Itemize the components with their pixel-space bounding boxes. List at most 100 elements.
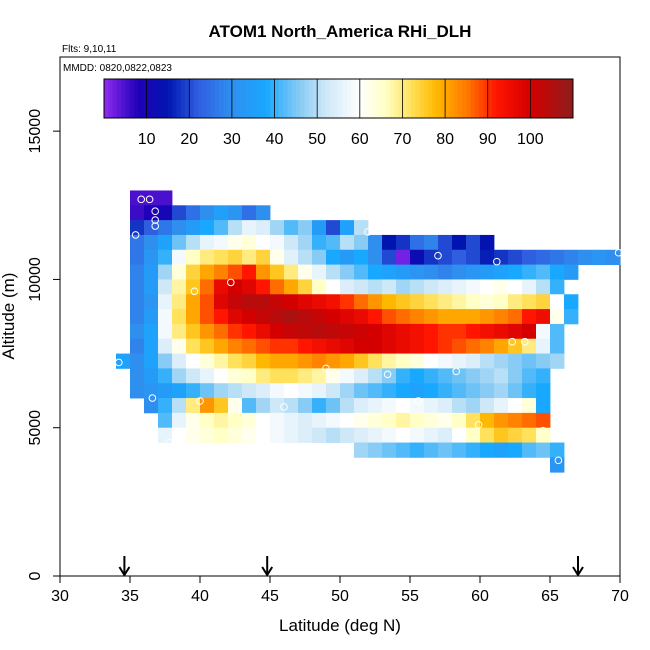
colorbar-swatch [483,79,489,118]
colorbar-swatch [112,79,118,118]
heatmap-cell [214,353,229,369]
flight-point [196,397,204,405]
heatmap-cell [536,264,551,280]
heatmap-cell [186,264,201,280]
heatmap-cell [200,383,215,399]
heatmap-cell [270,398,285,414]
heatmap-cell [410,383,425,399]
heatmap-cell [354,383,369,399]
colorbar-swatch [538,79,544,118]
heatmap-cell [256,294,271,310]
heatmap-cell [158,412,173,429]
heatmap-cell [130,368,145,384]
heatmap-cell [382,234,397,251]
heatmap-cell [480,338,495,354]
heatmap-cell [326,412,341,429]
heatmap-cell [424,264,439,280]
heatmap-cell [172,249,187,265]
heatmap-cell [200,353,215,369]
heatmap-cell [494,294,509,310]
heatmap-cell [452,234,467,251]
colorbar-swatch [342,79,348,118]
heatmap [116,190,621,473]
colorbar-swatch [334,79,339,118]
heatmap-cell [284,353,299,369]
heatmap-cell [340,338,355,354]
heatmap-cell [130,309,145,325]
heatmap-cell [396,338,411,354]
heatmap-cell [256,427,271,443]
colorbar-swatch [440,79,446,118]
x-axis: 30 35 40 45 50 55 60 65 70 [51,576,629,605]
heatmap-cell [480,383,495,399]
colorbar-swatch [244,79,250,118]
heatmap-cell [410,353,425,369]
heatmap-cell [200,234,215,251]
heatmap-cell [284,368,299,384]
heatmap-cell [494,338,509,354]
heatmap-cell [466,279,481,295]
heatmap-cell [424,323,439,340]
heatmap-cell [326,398,341,414]
heatmap-cell [200,398,215,414]
heatmap-cell [466,353,481,369]
heatmap-cell [312,323,327,340]
heatmap-cell [438,398,453,414]
heatmap-cell [200,279,215,295]
heatmap-cell [200,338,215,354]
heatmap-cell [340,234,355,251]
flight-point [190,287,199,296]
heatmap-cell [172,427,187,443]
heatmap-cell [200,427,215,443]
heatmap-cell [270,427,285,443]
heatmap-cell [228,412,243,429]
colorbar-swatch [406,79,412,118]
heatmap-cell [564,294,579,310]
heatmap-cell [172,368,187,384]
colorbar-swatch [180,79,186,118]
heatmap-cell [424,412,439,429]
heatmap-cell [214,398,229,414]
colorbar-swatch [526,79,531,118]
heatmap-cell [270,294,285,310]
flights-note: Flts: 9,10,11 [62,44,117,55]
heatmap-cell [242,338,257,354]
heatmap-cell [354,353,369,369]
heatmap-cell [354,442,369,458]
x-tick-label: 50 [331,588,349,605]
heatmap-cell [606,249,621,265]
colorbar-swatch [530,79,536,118]
heatmap-cell [326,338,341,354]
heatmap-cell [144,383,159,399]
heatmap-cell [312,249,327,265]
heatmap-cell [298,264,313,280]
heatmap-cell [522,368,537,384]
heatmap-cell [466,398,481,414]
heatmap-cell [158,338,173,354]
flight-point [554,456,563,465]
heatmap-cell [452,323,467,340]
heatmap-cell [494,309,509,325]
heatmap-cell [256,205,271,221]
heatmap-cell [130,338,145,354]
colorbar-swatch [347,79,352,118]
heatmap-cell [508,249,523,265]
heatmap-cell [270,323,285,340]
colorbar-swatch [236,79,241,118]
heatmap-cell [158,279,173,295]
heatmap-cell [340,309,355,325]
heatmap-cell [312,368,327,384]
heatmap-cell [382,294,397,310]
colorbar-tick-label: 20 [180,131,198,148]
flight-point [242,370,250,379]
heatmap-cell [592,249,607,265]
flight-point [341,415,350,423]
heatmap-cell [354,412,369,429]
flight-arrows [118,556,584,577]
heatmap-cell [382,383,397,399]
heatmap-cell [242,353,257,369]
heatmap-cell [200,294,215,310]
heatmap-cell [200,220,215,236]
heatmap-cell [550,264,565,280]
heatmap-cell [144,264,159,280]
